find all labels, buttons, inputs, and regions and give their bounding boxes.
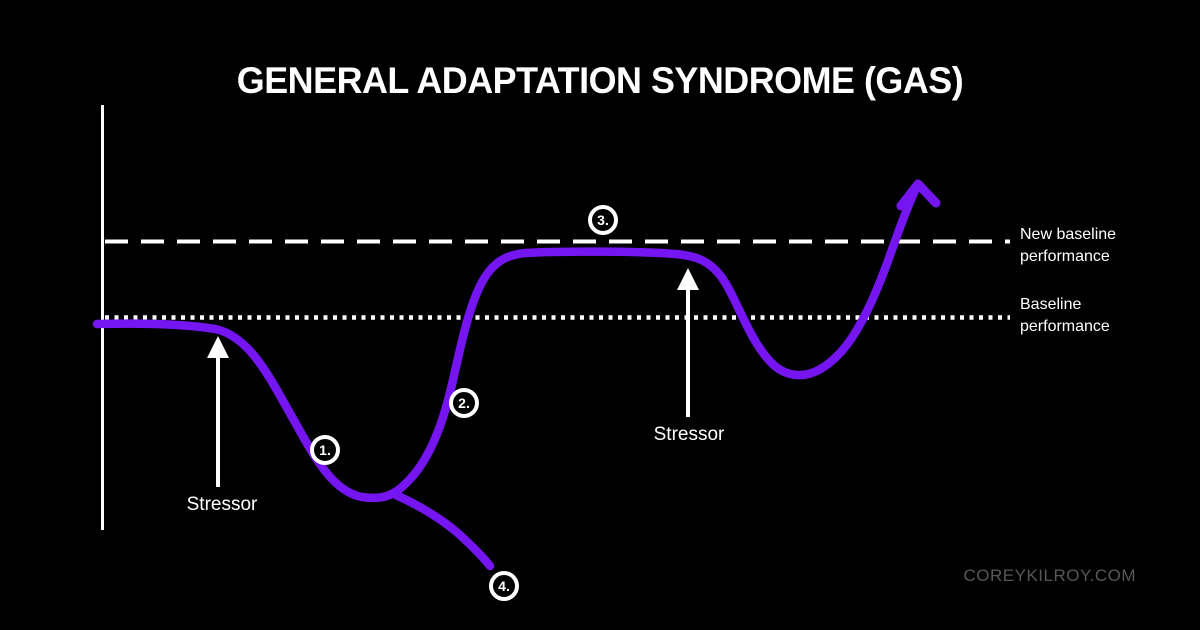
phase-marker-1-label: 1. <box>319 442 331 458</box>
curve-arrowhead <box>896 179 941 211</box>
phase-marker-3: 3. <box>588 205 618 235</box>
phase-marker-1: 1. <box>310 435 340 465</box>
baseline-label-line2: performance <box>1020 318 1110 335</box>
phase-marker-4-label: 4. <box>498 578 510 594</box>
stressor-arrow-2-head <box>677 268 699 290</box>
page-title: GENERAL ADAPTATION SYNDROME (GAS) <box>236 60 964 101</box>
phase-marker-2-label: 2. <box>458 395 470 411</box>
new-baseline-label-line1: New baseline <box>1020 226 1117 243</box>
exhaustion-branch-curve <box>391 490 495 571</box>
phase-marker-2: 2. <box>449 388 479 418</box>
performance-curve <box>92 181 922 503</box>
new-baseline-label-line2: performance <box>1020 248 1110 265</box>
watermark: COREYKILROY.COM <box>963 566 1136 585</box>
stressor-label-1: Stressor <box>186 494 258 515</box>
stressor-label-2: Stressor <box>653 424 725 445</box>
stressor-arrow-1-head <box>207 336 229 358</box>
baseline-label-line1: Baseline <box>1020 296 1082 313</box>
baseline-label: Baseline performance <box>1020 294 1110 338</box>
new-baseline-label: New baseline performance <box>1020 224 1116 268</box>
phase-marker-4: 4. <box>489 571 519 601</box>
phase-marker-3-label: 3. <box>597 212 609 228</box>
